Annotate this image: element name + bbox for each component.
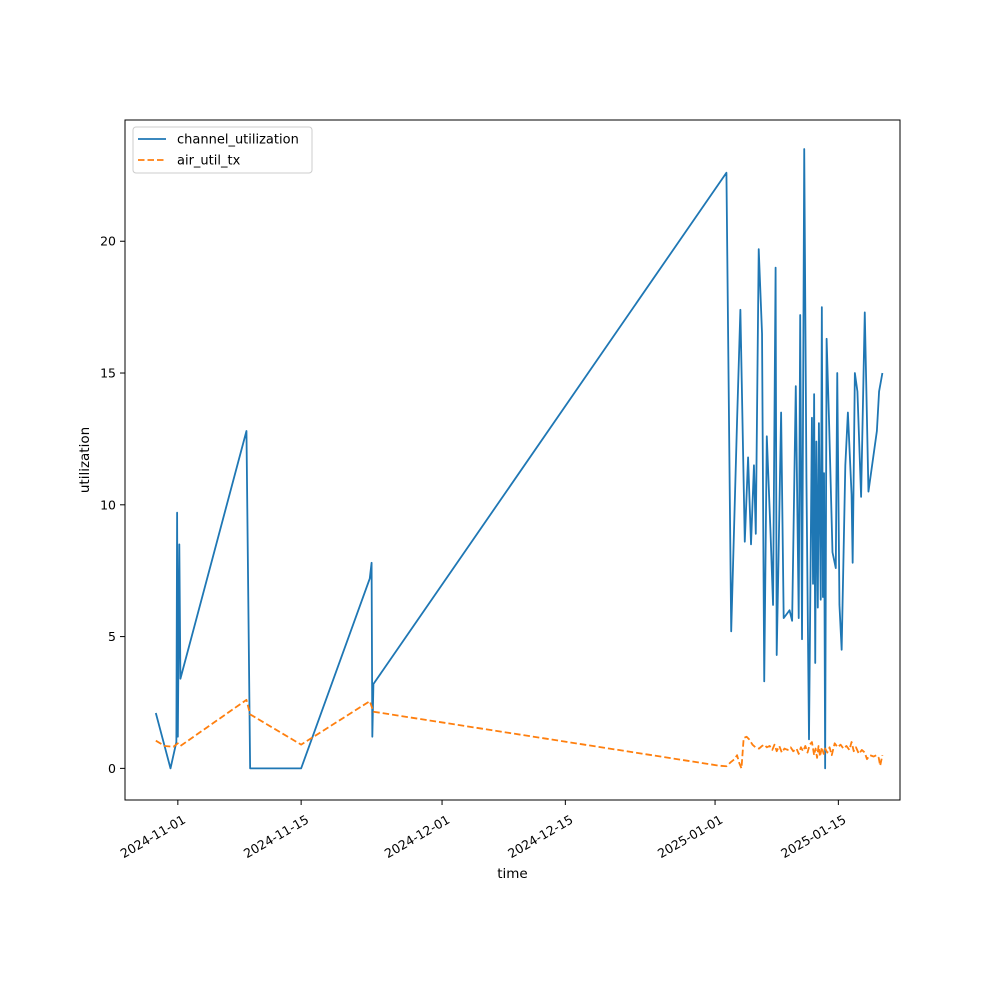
x-tick-label: 2024-12-01 [382,812,452,861]
y-axis: 0 5 10 15 20 [100,234,125,776]
x-tick-label: 2024-12-15 [505,812,575,861]
x-tick-label: 2024-11-15 [241,812,311,861]
y-tick-label: 15 [100,366,116,381]
series-line-channel-utilization [154,148,884,770]
y-tick-label: 20 [100,234,116,249]
y-tick-label: 0 [108,761,116,776]
plot-frame [124,119,901,801]
legend: channel_utilization air_util_tx [132,126,313,174]
legend-box [132,126,313,174]
x-axis: 2024-11-01 2024-11-15 2024-12-01 2024-12-15… [118,800,849,861]
legend-label-air-util-tx: air_util_tx [177,154,241,169]
x-axis-label: time [497,866,528,882]
series-line-air-util-tx [155,698,884,770]
x-tick-label: 2024-11-01 [118,812,188,861]
y-tick-label: 5 [108,629,116,644]
x-tick-label: 2025-01-15 [778,812,848,861]
series-layer [154,148,884,770]
x-tick-label: 2025-01-01 [655,812,725,861]
y-axis-label: utilization [77,427,93,493]
legend-label-channel-utilization: channel_utilization [177,133,299,148]
y-tick-label: 10 [100,497,116,512]
